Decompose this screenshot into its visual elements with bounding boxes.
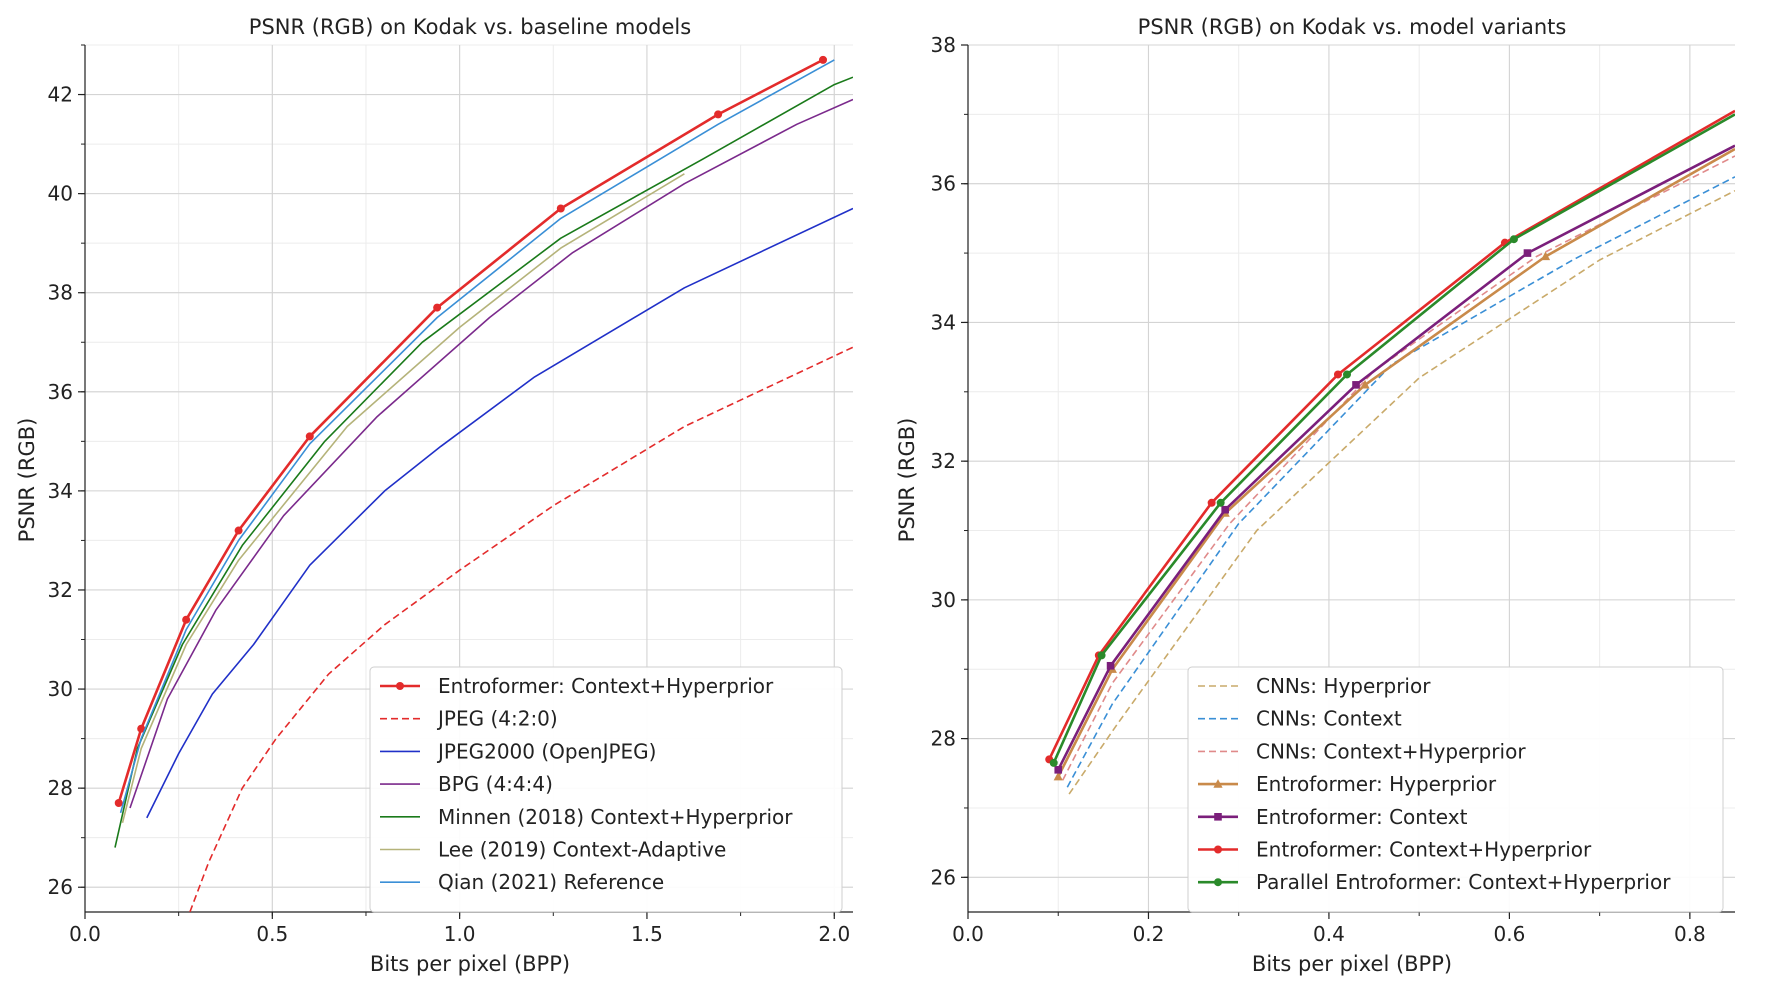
chart-0-x-tick-label: 0.0 (69, 922, 101, 946)
chart-1-series-6-point (1342, 370, 1351, 379)
chart-0-axes: 0.0 0.5 1.0 1.5 2.0 26 28 30 32 34 36 38 40 42 (48, 44, 853, 946)
chart-right-ylabel: PSNR (RGB) (895, 418, 919, 543)
chart-1-series-4-point (1352, 381, 1360, 389)
chart-0-x-tick-label: 1.0 (444, 922, 476, 946)
chart-left-title: PSNR (RGB) on Kodak vs. baseline models (249, 15, 691, 39)
chart-0-x-tick-label: 0.5 (256, 922, 288, 946)
chart-0-series-line-2 (146, 207, 853, 819)
chart-0-series-0-point (182, 615, 191, 624)
chart-1-y-tick-label: 36 (931, 172, 956, 196)
chart-1-series-4-point (1221, 505, 1229, 514)
chart-0-series-group (114, 55, 853, 912)
chart-1-series-6-point (1049, 758, 1058, 767)
chart-0-y-tick-label: 42 (48, 83, 73, 107)
chart-1-series-4-point (1054, 766, 1063, 774)
chart-0-series-0-point (305, 432, 314, 441)
chart-1-y-tick-label: 26 (931, 865, 956, 889)
chart-right-title: PSNR (RGB) on Kodak vs. model variants (1138, 15, 1567, 39)
chart-0-y-tick-label: 32 (48, 578, 73, 602)
chart-right-xlabel: Bits per pixel (BPP) (1252, 952, 1452, 976)
chart-left: PSNR (RGB) on Kodak vs. baseline models … (15, 15, 853, 976)
chart-0-y-tick-label: 28 (48, 776, 73, 800)
chart-1-series-6-point (1509, 235, 1518, 244)
chart-0-legend-label-3: BPG (4:4:4) (438, 772, 553, 796)
chart-1-legend-box (1187, 666, 1724, 913)
chart-1-legend-label-4: Entroformer: Context (1256, 805, 1468, 829)
chart-0-legend-box (369, 666, 843, 913)
chart-right: PSNR (RGB) on Kodak vs. model variants B… (895, 15, 1735, 976)
chart-0-legend-label-0: Entroformer: Context+Hyperprior (438, 674, 774, 698)
chart-0-series-line-1 (189, 346, 853, 912)
chart-0-series-0-point (137, 724, 146, 733)
chart-1-series-6-point (1216, 498, 1225, 507)
chart-1-legend-marker-3 (1213, 779, 1223, 788)
chart-1-series-line-1 (1066, 176, 1735, 788)
chart-0-series-0-point (433, 303, 442, 312)
chart-1-series-3-point (1360, 379, 1370, 389)
chart-0-y-tick-label: 38 (48, 281, 73, 305)
chart-left-xlabel: Bits per pixel (BPP) (370, 952, 570, 976)
chart-0-series-0-point (234, 526, 243, 535)
chart-0-x-tick-label: 2.0 (818, 922, 850, 946)
chart-1-series-line-0 (1068, 189, 1735, 795)
chart-1-legend-marker-5 (1214, 845, 1222, 854)
chart-0-legend: Entroformer: Context+Hyperprior JPEG (4:2… (369, 666, 843, 913)
chart-1-legend-marker-6 (1214, 878, 1222, 887)
chart-1-legend-marker-4 (1214, 813, 1222, 821)
chart-0-legend-label-1: JPEG (4:2:0) (436, 707, 558, 731)
chart-1-y-tick-label: 30 (931, 588, 956, 612)
chart-1-legend-label-2: CNNs: Context+Hyperprior (1256, 739, 1526, 763)
chart-1-series-3-point (1540, 251, 1551, 261)
chart-0-y-tick-label: 26 (48, 875, 73, 899)
chart-1-series-4-point (1106, 661, 1115, 670)
chart-0-y-tick-label: 30 (48, 677, 73, 701)
chart-0-legend-label-6: Qian (2021) Reference (438, 870, 664, 894)
chart-0-y-tick-label: 36 (48, 380, 73, 404)
chart-1-series-3-point (1053, 771, 1063, 781)
chart-1-x-tick-label: 0.8 (1674, 922, 1706, 946)
chart-1-legend-label-5: Entroformer: Context+Hyperprior (1256, 838, 1592, 862)
chart-1-series-line-4 (1057, 144, 1735, 771)
chart-1-axes: 0.0 0.2 0.4 0.6 0.8 26 28 30 32 34 36 38 (931, 33, 1735, 946)
chart-0-x-tick-label: 1.5 (631, 922, 663, 946)
chart-0-y-tick-label: 34 (48, 479, 73, 503)
chart-1-y-tick-label: 32 (931, 449, 956, 473)
chart-0-legend-label-4: Minnen (2018) Context+Hyperprior (438, 805, 793, 829)
chart-1-legend-label-3: Entroformer: Hyperprior (1256, 772, 1497, 796)
chart-1-series-line-3 (1057, 147, 1735, 778)
chart-1-y-tick-label: 38 (931, 33, 956, 57)
chart-0-series-line-3 (129, 98, 853, 809)
chart-0-series-line-5 (121, 173, 685, 823)
chart-1-y-tick-label: 28 (931, 727, 956, 751)
chart-1-x-tick-label: 0.6 (1494, 922, 1526, 946)
chart-1-series-line-5 (1048, 109, 1735, 760)
chart-0-y-tick-label: 40 (48, 182, 73, 206)
chart-1-legend-label-1: CNNs: Context (1256, 707, 1402, 731)
chart-1-x-tick-label: 0.4 (1313, 922, 1345, 946)
chart-1-series-group (1045, 109, 1735, 795)
chart-1-x-tick-label: 0.0 (952, 922, 984, 946)
chart-0-legend-label-2: JPEG2000 (OpenJPEG) (436, 739, 656, 763)
chart-1-y-tick-label: 34 (931, 310, 956, 334)
chart-0-series-0-point (114, 799, 123, 808)
chart-1-series-line-6 (1052, 113, 1735, 764)
chart-1-series-6-point (1097, 651, 1106, 660)
chart-0-legend-label-5: Lee (2019) Context-Adaptive (438, 838, 726, 862)
chart-0-legend-marker-0 (396, 682, 404, 690)
chart-0-series-0-point (819, 55, 828, 64)
chart-0-series-line-4 (114, 76, 853, 848)
chart-1-series-4-point (1523, 249, 1532, 257)
chart-1-x-tick-label: 0.2 (1133, 922, 1165, 946)
chart-1-series-5-point (1333, 370, 1342, 379)
chart-1-legend-label-0: CNNs: Hyperprior (1256, 674, 1431, 698)
chart-0-series-line-6 (119, 59, 835, 814)
chart-1-legend: CNNs: Hyperprior CNNs: Context CNNs: Conte… (1187, 666, 1724, 913)
chart-1-series-5-point (1207, 498, 1216, 507)
chart-left-ylabel: PSNR (RGB) (15, 418, 39, 543)
chart-1-legend-label-6: Parallel Entroformer: Context+Hyperprior (1256, 870, 1671, 894)
chart-0-series-0-point (556, 204, 565, 213)
chart-0-series-0-point (714, 110, 723, 119)
chart-1-series-line-2 (1061, 155, 1735, 781)
